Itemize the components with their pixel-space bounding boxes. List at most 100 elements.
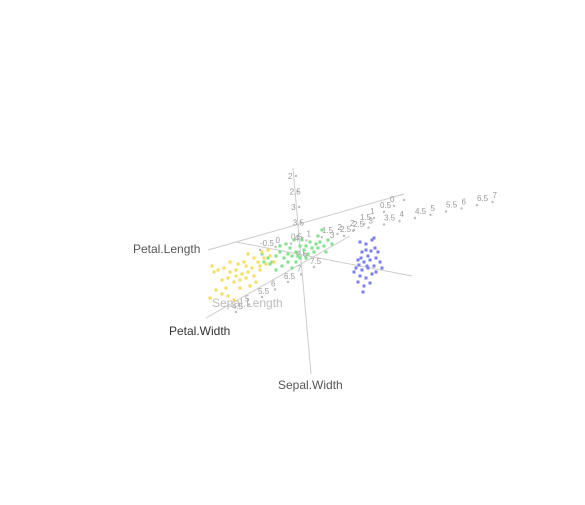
data-point-series-2 (278, 250, 282, 254)
data-point-series-2 (286, 260, 290, 264)
data-point-series-2 (294, 260, 298, 264)
data-point-series-3 (246, 252, 250, 256)
data-point-series-1 (366, 254, 370, 258)
axis-title-petal-width: Petal.Width (169, 324, 230, 338)
data-point-series-3 (266, 248, 270, 252)
data-point-series-3 (262, 256, 266, 260)
tick-label-petal-length: 6.5 (477, 194, 489, 203)
data-point-series-3 (256, 260, 260, 264)
data-point-series-3 (264, 262, 268, 266)
data-point-series-2 (302, 248, 306, 252)
tick-mark-petal-length (320, 236, 324, 239)
data-point-series-2 (292, 238, 296, 242)
data-point-series-1 (374, 256, 378, 260)
data-point-series-3 (220, 278, 224, 282)
axis-title-petal-length: Petal.Length (133, 242, 200, 256)
tick-mark-sepal-width (299, 221, 302, 224)
data-point-series-2 (304, 256, 308, 260)
tick-label-petal-length: 3.5 (384, 213, 396, 222)
data-point-series-1 (373, 246, 377, 250)
data-point-series-1 (368, 258, 372, 262)
data-point-series-1 (370, 238, 374, 242)
tick-label-sepal-length: 7.5 (310, 257, 322, 266)
data-point-series-3 (268, 254, 272, 258)
tick-label-petal-width: 0 (390, 195, 395, 204)
data-point-series-3 (214, 288, 218, 292)
tick-label-sepal-length: 6 (271, 280, 276, 289)
data-point-series-1 (360, 250, 364, 254)
tick-mark-sepal-width (302, 252, 306, 255)
tick-label-petal-length: 0 (276, 236, 281, 245)
data-point-series-2 (266, 256, 270, 260)
tick-label-sepal-width: 3.5 (293, 219, 305, 228)
tick-marks: 4.555.566.577.522.533.544.5-0.5 0 0.5 1 1.5 2… (232, 172, 498, 314)
axis-line-sepal-width (292, 167, 312, 375)
data-point-series-2 (294, 250, 298, 254)
tick-mark-petal-width (362, 222, 366, 226)
data-point-series-1 (374, 270, 378, 274)
data-point-series-2 (314, 242, 318, 246)
tick-mark-petal-length (491, 200, 494, 204)
tick-mark-sepal-length (286, 280, 290, 284)
data-point-series-2 (260, 252, 264, 256)
tick-label-sepal-length: 5 (245, 295, 250, 304)
data-point-series-2 (322, 244, 326, 248)
data-point-series-3 (226, 294, 230, 298)
axis-line-sepal-length (205, 235, 351, 319)
data-point-series-2 (268, 262, 272, 266)
data-point-series-2 (324, 250, 328, 254)
data-point-series-2 (330, 242, 334, 246)
data-point-series-3 (224, 286, 228, 290)
tick-label-sepal-width: 3 (291, 203, 296, 212)
tick-mark-sepal-width (298, 205, 301, 209)
tick-label-petal-length: 4 (400, 210, 405, 219)
data-point-series-3 (232, 280, 236, 284)
tick-mark-sepal-length (273, 288, 277, 291)
data-point-series-3 (244, 264, 248, 268)
tick-label-petal-width: 1 (370, 207, 375, 216)
data-point-series-2 (326, 238, 330, 242)
data-point-series-1 (364, 248, 368, 252)
tick-label-petal-length: 5.5 (446, 201, 458, 210)
data-point-series-3 (258, 268, 262, 272)
data-point-series-1 (365, 264, 369, 268)
data-point-series-1 (380, 266, 384, 270)
data-point-series-3 (222, 266, 226, 270)
data-point-series-3 (260, 250, 264, 254)
data-point-series-2 (262, 260, 266, 264)
tick-mark-petal-length (274, 245, 277, 248)
axis-lines (205, 167, 413, 375)
data-point-series-1 (358, 240, 362, 244)
data-point-series-3 (236, 262, 240, 266)
data-point-series-2 (312, 250, 316, 254)
data-point-series-2 (298, 244, 302, 248)
data-point-series-2 (274, 254, 278, 258)
tick-label-petal-length: 2 (338, 223, 343, 232)
data-point-series-3 (238, 286, 242, 290)
data-point-series-2 (308, 240, 312, 244)
data-point-series-2 (282, 256, 286, 260)
data-point-series-2 (316, 246, 320, 250)
tick-mark-petal-length (429, 213, 432, 216)
data-point-series-3 (232, 298, 236, 302)
data-point-series-2 (306, 252, 310, 256)
data-point-series-3 (248, 284, 252, 288)
tick-label-sepal-length: 5.5 (258, 287, 270, 296)
data-point-series-1 (354, 266, 358, 270)
tick-label-petal-width: 2.5 (340, 225, 352, 234)
data-point-series-1 (358, 274, 362, 278)
tick-label-sepal-width: 2.5 (290, 188, 302, 197)
tick-label-sepal-length: 4.5 (232, 302, 244, 311)
data-point-series-2 (316, 234, 320, 238)
tick-mark-petal-width (372, 216, 376, 220)
data-point-series-1 (364, 276, 368, 280)
data-point-series-1 (356, 258, 360, 262)
data-point-series-3 (252, 274, 256, 278)
data-point-series-3 (228, 270, 232, 274)
data-point-series-3 (254, 280, 258, 284)
tick-mark-petal-length (444, 210, 448, 213)
data-point-series-3 (272, 260, 276, 264)
data-point-series-1 (352, 270, 356, 274)
tick-label-petal-width: 2 (350, 219, 355, 228)
